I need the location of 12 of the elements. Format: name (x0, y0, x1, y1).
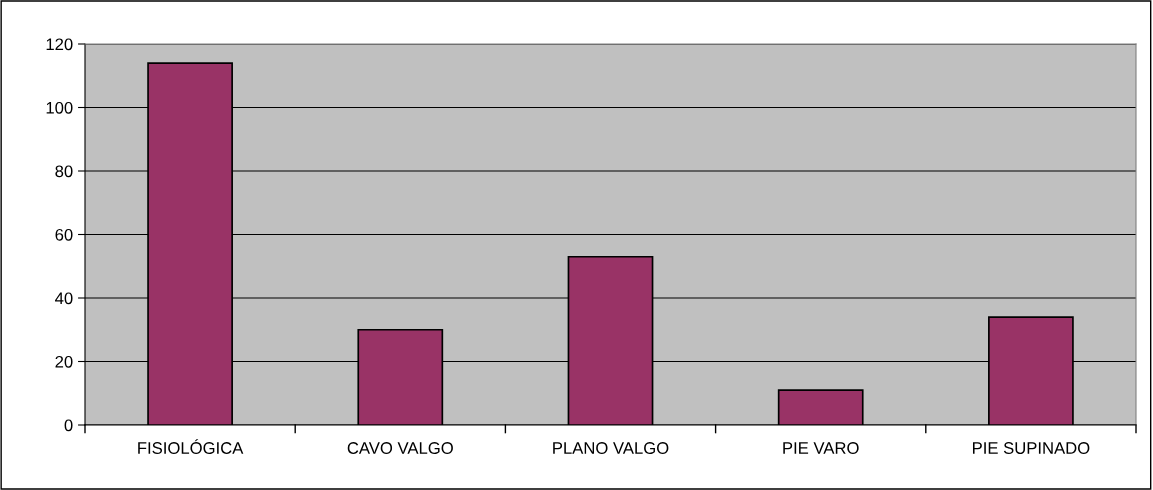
y-tick-label: 20 (55, 355, 73, 368)
y-tick-label: 40 (55, 292, 73, 305)
x-tick-label: PLANO VALGO (553, 442, 669, 454)
y-tick-label: 120 (46, 38, 73, 51)
y-tick-label: 60 (55, 228, 73, 241)
y-tick-label: 100 (46, 101, 73, 114)
x-tick-label: FISIOLÓGICA (138, 439, 244, 454)
y-tick-label: 80 (55, 165, 73, 178)
x-tick-label: PIE SUPINADO (972, 442, 1090, 454)
x-tick-label: CAVO VALGO (347, 442, 453, 454)
y-tick-label: 0 (64, 419, 73, 432)
x-tick-label: PIE VARO (783, 442, 859, 454)
